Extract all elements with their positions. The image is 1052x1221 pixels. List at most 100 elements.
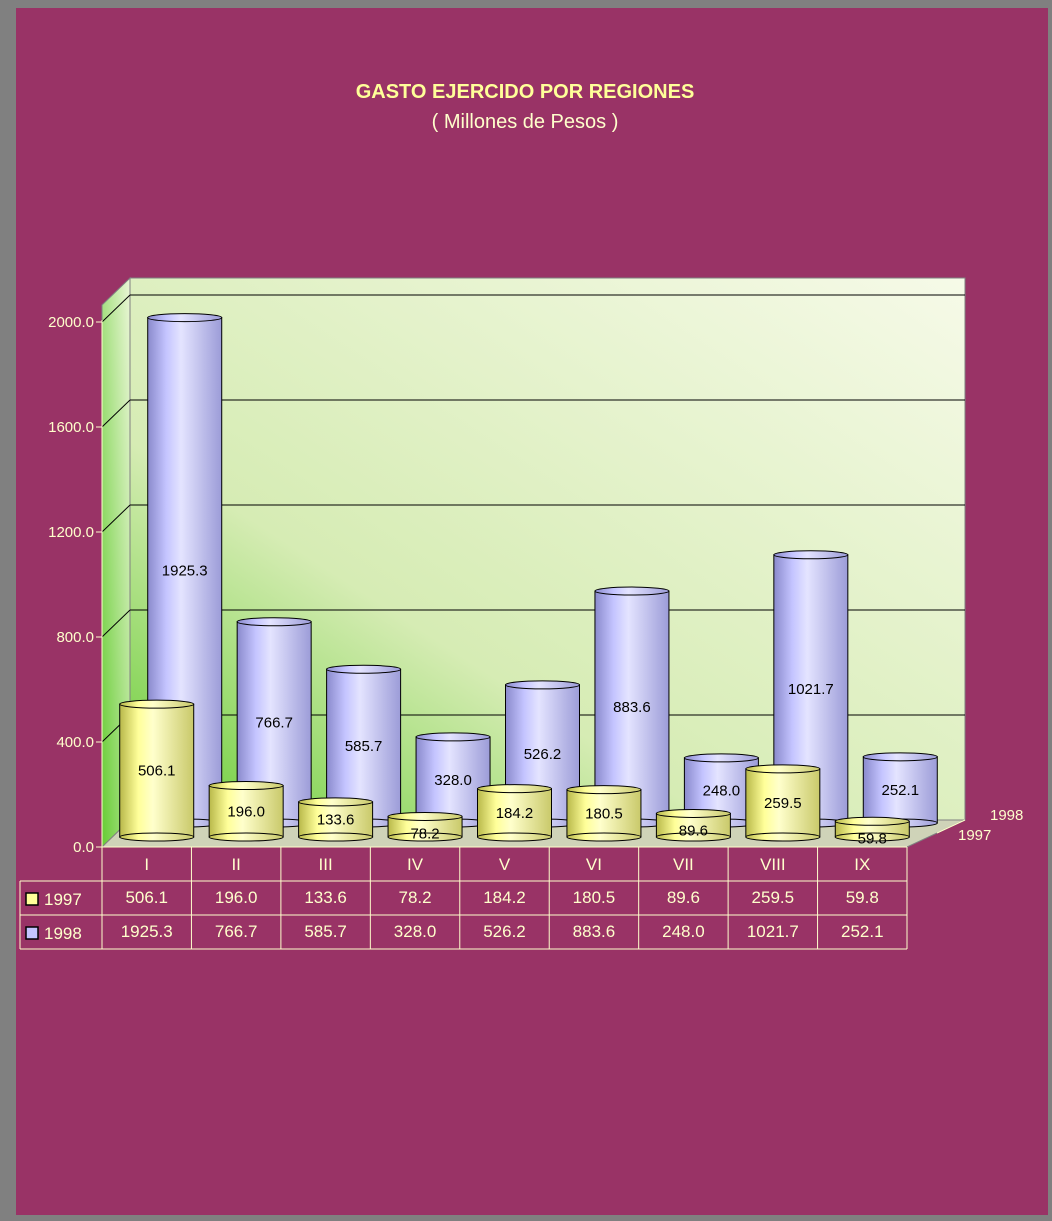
bar-1998-II-top	[236, 617, 312, 627]
bar-1997-VII-base	[655, 832, 731, 842]
bar-1997-V	[477, 784, 552, 842]
bar-1998-III-top	[326, 664, 402, 674]
bar-1997-VI-base	[566, 832, 642, 842]
depth-divider	[936, 819, 966, 834]
depth-label-1998: 1998	[990, 807, 1023, 824]
category-label: VII	[673, 855, 694, 874]
legend-swatch-1998	[25, 926, 39, 940]
bar-1997-VIII-top	[745, 764, 821, 774]
bar-1998-VIII-top	[773, 550, 849, 560]
table-cell: 526.2	[483, 922, 526, 941]
table-cell: 506.1	[125, 888, 168, 907]
table-cell: 585.7	[304, 922, 347, 941]
y-tick-label: 800.0	[56, 629, 94, 646]
table-cell: 1925.3	[121, 922, 173, 941]
gridline-side	[101, 609, 131, 638]
data-label-1998: 252.1	[882, 782, 920, 799]
table-cell: 59.8	[846, 888, 879, 907]
table-cell: 133.6	[304, 888, 347, 907]
bar-1997-II-base	[208, 832, 284, 842]
table-cell: 89.6	[667, 888, 700, 907]
bar-1997-VIII	[745, 764, 821, 842]
data-label-1998: 1021.7	[788, 681, 834, 698]
bar-1998-IX-top	[862, 752, 938, 762]
data-label-1997: 59.8	[858, 830, 887, 847]
table-cell: 883.6	[573, 922, 616, 941]
data-label-1998: 766.7	[255, 714, 293, 731]
data-label-1997: 78.2	[410, 825, 439, 842]
legend-swatch-1997	[25, 892, 39, 906]
data-label-1998: 585.7	[345, 738, 383, 755]
bar-1998-III	[326, 664, 402, 828]
y-tick-label: 2000.0	[48, 314, 94, 331]
bar-1997-IV-top	[387, 811, 463, 821]
table-cell: 248.0	[662, 922, 705, 941]
bar-1997-IX	[834, 816, 910, 842]
data-label-1997: 184.2	[496, 805, 534, 822]
bar-1998-I-top	[147, 313, 223, 323]
category-label: II	[231, 855, 240, 874]
bar-1997-III-base	[298, 832, 374, 842]
bar-1997-I-body	[119, 703, 195, 838]
plot-area: 0.0 400.0 800.0 1200.0 1600.0 2000.0 1925.3 766…	[19, 276, 1023, 950]
chart-subtitle: ( Millones de Pesos )	[432, 111, 619, 133]
table-cell: 184.2	[483, 888, 526, 907]
bar-1998-III-body	[326, 668, 402, 824]
bar-1997-V-body	[477, 788, 552, 838]
table-cell: 766.7	[215, 922, 258, 941]
legend-label-1998: 1998	[44, 924, 82, 943]
bar-1997-VI-body	[566, 789, 642, 838]
bar-1997-IV-base	[387, 832, 463, 842]
category-label: IX	[854, 855, 870, 874]
legend-label-1997: 1997	[44, 890, 82, 909]
category-label: VIII	[760, 855, 786, 874]
data-label-1997: 133.6	[317, 811, 355, 828]
category-label: I	[144, 855, 149, 874]
category-label: III	[319, 855, 333, 874]
bar-1997-V-base	[477, 832, 552, 842]
table-cell: 196.0	[215, 888, 258, 907]
category-label: V	[499, 855, 511, 874]
bar-1997-III	[298, 797, 374, 842]
data-label-1997: 89.6	[679, 822, 708, 839]
table-cell: 259.5	[752, 888, 795, 907]
bar-1997-VIII-body	[745, 768, 821, 838]
table-cell: 180.5	[573, 888, 616, 907]
data-label-1997: 506.1	[138, 763, 176, 780]
bar-1998-IX-body	[862, 756, 938, 824]
data-label-1998: 526.2	[524, 746, 562, 763]
table-cell: 1021.7	[747, 922, 799, 941]
bar-1997-V-top	[477, 784, 552, 794]
bar-1997-VI	[566, 785, 642, 842]
bar-1997-I-base	[119, 832, 195, 842]
bar-1998-VII-top	[683, 753, 759, 763]
table-cell: 328.0	[394, 922, 437, 941]
bar-1997-III-top	[298, 797, 374, 807]
depth-label-1997: 1997	[958, 827, 991, 844]
bar-1997-VI-top	[566, 785, 642, 795]
data-label-1998: 248.0	[703, 782, 741, 799]
y-tick-label: 0.0	[73, 839, 94, 856]
bar-1998-VI-body	[594, 590, 670, 824]
data-label-1998: 1925.3	[162, 562, 208, 579]
gridline-side	[101, 399, 131, 428]
bar-1998-V-top	[505, 680, 580, 690]
data-label-1997: 196.0	[227, 803, 265, 820]
bar-1997-II	[208, 781, 284, 842]
bar-1998-IV-top	[415, 732, 491, 742]
bar-1997-VIII-base	[745, 832, 821, 842]
category-label: IV	[407, 855, 424, 874]
y-tick-label: 400.0	[56, 734, 94, 751]
bar-1997-II-body	[208, 785, 284, 838]
bar-1997-I	[119, 699, 195, 842]
table-cell: 252.1	[841, 922, 884, 941]
bar-1998-VI-top	[594, 586, 670, 596]
data-label-1997: 180.5	[585, 805, 623, 822]
bar-1997-II-top	[208, 781, 284, 791]
bar-1997-IV	[387, 811, 463, 842]
bar-1998-VI	[594, 586, 670, 828]
y-tick-label: 1200.0	[48, 524, 94, 541]
gridline-side	[101, 294, 131, 323]
data-label-1998: 883.6	[613, 699, 651, 716]
